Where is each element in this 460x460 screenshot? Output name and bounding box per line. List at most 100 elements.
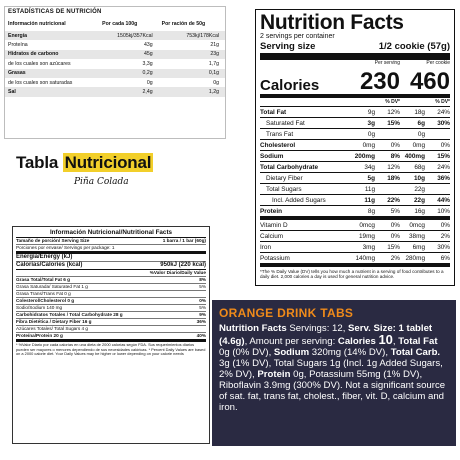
nutrient-value: 18g [414,108,425,116]
row-value: 43g [144,42,153,49]
row-value: 3,3g [142,60,153,67]
nutrient-dv: 9% [199,312,206,317]
paragraph-segment: Serv. Size: 1 tablet (4.6g) [219,323,433,347]
nutrient-value: 0mcg [359,221,375,229]
us-nutrition-facts-label: Nutrition Facts 2 servings per container… [255,9,455,286]
nutrient-label: Vitamin D [260,221,288,229]
serving-size-label: Tamaño de porción/ Serving Size [16,238,90,243]
nutrient-dv: 5% [199,305,206,310]
nutrient-value: 22% [387,196,400,204]
paragraph-segment: , Amount per serving: [244,336,338,347]
nutrient-value: 24% [437,108,450,116]
nutrient-label: Proteína/Protein 20 g [16,333,63,338]
nutrient-label: Azúcares Totales/ Total Sugars 4 g [16,326,89,331]
tabla-nutricional-heading: Tabla Nutricional Piña Colada [16,153,216,203]
row-value: 753kj/178Kcal [158,31,225,41]
paragraph-segment: Calories [337,336,379,347]
nutrient-value: 400mg [404,152,425,160]
nutrient-value: 19mg [359,232,375,240]
nutrient-row: Grasa Total/Total Fat 6 g 8% [16,277,206,284]
nutrient-value: 22g [414,185,425,193]
row-value: 0,2g [99,68,159,78]
nutrient-value: 6% [440,254,450,262]
nutrient-row: Carbohidratos Totales / Total Carbohydra… [16,312,206,319]
nutrient-value: 280mg [405,254,425,262]
nutrient-label: Potassium [260,254,290,262]
serving-size-label: Serving size [260,41,316,52]
nutrient-label: Sodium [260,152,284,160]
nutrient-value: 200mg [354,152,375,160]
table-row: Energía 1505kj/357Kcal 753kj/178Kcal [5,31,225,41]
nutrient-value: 3mg [362,243,375,251]
nutrient-value: 0% [390,221,400,229]
footnote: * %Valor Diario por cada calorías en una… [16,342,206,357]
spanish-nutrition-table: ESTADÍSTICAS DE NUTRICIÓN Información nu… [4,6,226,139]
nutrient-row: Fibra Dietética / Dietary Fiber 16 g 36% [16,319,206,326]
nutrient-value: 38mg [409,232,425,240]
calories-label: Calorías/Calories (kcal) [16,262,83,268]
heading-subtitle: Piña Colada [74,177,129,187]
nutrient-value: 15% [437,152,450,160]
nutrient-label: Total Sugars [266,185,302,193]
calories-label: Calories [260,77,320,94]
dv-header-2: % DV* [435,99,450,105]
paragraph-segment: 10 [378,332,393,347]
nutrient-label: Dietary Fiber [266,174,303,182]
nutrient-value: 0% [440,221,450,229]
nutrient-row: Calcium 19mg 0% 38mg 2% [260,231,450,242]
nutrient-label: Carbohidratos Totales / Total Carbohydra… [16,312,123,317]
dv-header: %Valor Diario/Daily Value [149,270,206,275]
dv-header-row: % DV* % DV* [260,98,450,107]
label-title: Información Nutricional/Nutritional Fact… [16,229,206,238]
nutrient-label: Iron [260,243,272,251]
heading-highlight: Nutricional [62,153,154,172]
nutrient-value: 36% [437,174,450,182]
calories-per-cookie: 460 [409,68,450,95]
nutrient-value: 0g [367,130,375,138]
nutrient-value: 18% [387,174,400,182]
table-row: de los cuales son saturadas 0g 0g [5,78,225,87]
nutrient-row: Grasa Trans/Trans Fat 0 g [16,291,206,298]
nutrient-value: 68g [414,163,425,171]
nutrient-label: Protein [260,207,283,215]
nutrient-label: Incl. Added Sugars [272,196,326,204]
row-value: 1505kj/357Kcal [99,31,159,41]
nutrient-value: 0mcg [409,221,425,229]
nutrient-value: 24% [437,163,450,171]
nutrient-value: 12% [387,108,400,116]
row-label: Sal [5,87,100,97]
nutrient-row: Dietary Fiber 5g 18% 10g 36% [260,173,450,184]
nutrient-label: Total Fat [260,108,287,116]
serving-size-value: 1/2 cookie (57g) [378,41,450,52]
nutrient-value: 8% [390,152,400,160]
nutrient-row: Total Sugars 11g 22g [260,184,450,195]
nutrient-value: 140mg [355,254,375,262]
nutrient-value: 15% [387,243,400,251]
nutrient-row: Iron 3mg 15% 6mg 30% [260,242,450,253]
dv-header-row: %Valor Diario/Daily Value [16,270,206,277]
nutrient-value: 44% [437,196,450,204]
nutrient-value: 30% [437,243,450,251]
nutrient-row: Potassium 140mg 2% 280mg 6% [260,253,450,267]
nutrient-label: Cholesterol [260,141,296,149]
servings-text: Porciones por envase/ Servings per packa… [16,245,115,250]
dv-header-1: % DV* [385,99,400,105]
col2-header: Per cookie [426,60,450,66]
table-title: ESTADÍSTICAS DE NUTRICIÓN [8,9,102,15]
row-value: 0g [213,79,219,86]
nutrient-value: 11g [364,196,375,204]
nutrient-value: 5g [367,174,375,182]
table-row: Sal 2,4g 1,2g [5,87,225,97]
nutrient-row: Saturated Fat 3g 15% 6g 30% [260,118,450,129]
paragraph-segment: 3g (1% DV), Total Sugars 1g (Incl. 1g Ad… [219,358,443,380]
nutrient-label: Saturated Fat [266,119,305,127]
table-row: Proteína 43g 21g [5,40,225,49]
nutrient-value: 6mg [412,243,425,251]
row-label: Hidratos de carbono [5,49,100,60]
nutrient-value: 15% [387,119,400,127]
nutrient-label: Fibra Dietética / Dietary Fiber 16 g [16,319,92,324]
paragraph-segment: Total Carb. [390,347,441,358]
paragraph-segment: Sodium [273,347,310,358]
nutrient-value: 10g [413,174,425,182]
servings-row: Porciones por envase/ Servings per packa… [16,245,206,254]
